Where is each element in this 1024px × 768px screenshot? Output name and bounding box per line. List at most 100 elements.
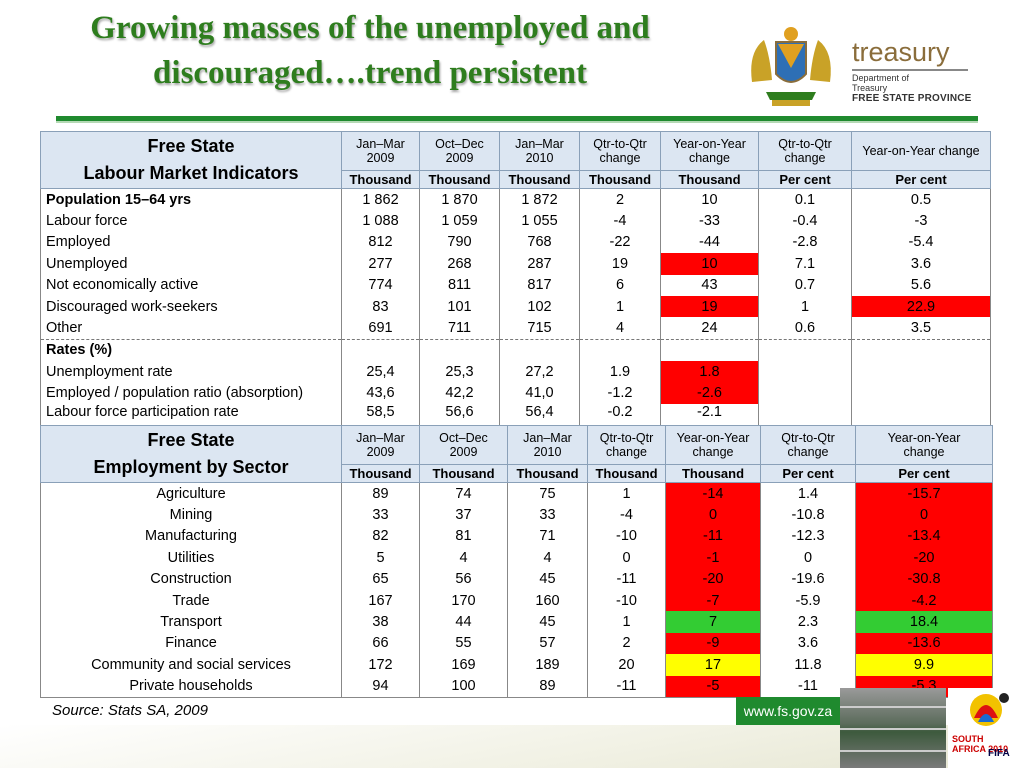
- table-cell: 65: [341, 568, 420, 590]
- table-cell: 20: [587, 654, 666, 676]
- table-cell: 5.6: [851, 274, 991, 296]
- row-label: Employed / population ratio (absorption): [40, 382, 342, 404]
- table-cell: 100: [419, 675, 508, 698]
- table2-header-col1: Jan–Mar 2009: [341, 425, 420, 465]
- table-cell: -12.3: [760, 525, 856, 548]
- table-cell-highlight: 7: [665, 611, 761, 633]
- row-label: Trade: [40, 589, 342, 612]
- table-cell: 1 870: [419, 188, 500, 211]
- table-cell: [758, 403, 852, 426]
- table-cell: 170: [419, 589, 508, 612]
- fifa-label: FIFA: [988, 748, 1010, 759]
- table1-unit: Thousand: [660, 170, 759, 189]
- table-cell: 189: [507, 654, 588, 676]
- table-cell: 3.5: [851, 317, 991, 340]
- table-cell: 3.6: [851, 253, 991, 275]
- table-cell: 43: [660, 274, 759, 296]
- table-cell: -19.6: [760, 568, 856, 590]
- table-cell: 1 088: [341, 210, 420, 232]
- row-label: Not economically active: [40, 274, 342, 296]
- row-label: Community and social services: [40, 654, 342, 676]
- table-cell: 56: [419, 568, 508, 590]
- table-cell: -11: [760, 675, 856, 698]
- table1-unit: Thousand: [499, 170, 580, 189]
- table-cell: 1 862: [341, 188, 420, 211]
- table1-header-col1: Jan–Mar 2009: [341, 131, 420, 171]
- table1-header-col7: Year-on-Year change: [851, 131, 991, 171]
- table2-unit: Per cent: [855, 464, 993, 483]
- table1-header-col2: Oct–Dec 2009: [419, 131, 500, 171]
- table-cell: -5.9: [760, 589, 856, 612]
- stadium-image: [840, 688, 946, 768]
- row-label: Mining: [40, 504, 342, 526]
- row-label: Utilities: [40, 547, 342, 569]
- table-cell: 2: [579, 188, 661, 211]
- table-cell: [851, 361, 991, 383]
- table-cell: 172: [341, 654, 420, 676]
- table-cell-highlight: 0: [855, 504, 993, 526]
- table-cell: 19: [579, 253, 661, 275]
- title-underline-shadow: [56, 121, 978, 123]
- table-cell-highlight: -20: [665, 568, 761, 590]
- table-cell: 33: [341, 504, 420, 526]
- slide-title: Growing masses of the unemployed and dis…: [0, 6, 740, 96]
- table-cell: 1: [587, 482, 666, 505]
- coat-of-arms-icon: [751, 27, 831, 106]
- table-cell: -2.8: [758, 231, 852, 254]
- table2-header-col6: Qtr-to-Qtr change: [760, 425, 856, 465]
- table-cell: 4: [507, 547, 588, 569]
- table2-unit: Thousand: [587, 464, 666, 483]
- table1-header-col6: Qtr-to-Qtr change: [758, 131, 852, 171]
- table-cell: 277: [341, 253, 420, 275]
- table-cell: 0: [587, 547, 666, 569]
- table-cell: 0.5: [851, 188, 991, 211]
- table-row: Unemployment rate 25,4 25,3 27,2 1.9 1.8: [40, 361, 991, 383]
- logo-rule: [852, 69, 968, 71]
- website-link[interactable]: www.fs.gov.za: [736, 697, 840, 725]
- table1-header-col5: Year-on-Year change: [660, 131, 759, 171]
- table-cell: 102: [499, 295, 580, 318]
- table-cell: -10: [587, 589, 666, 612]
- table-cell: 2: [587, 632, 666, 655]
- table-cell: [758, 382, 852, 404]
- table-cell-highlight: -14: [665, 482, 761, 505]
- row-label: Labour force participation rate: [40, 403, 342, 426]
- table-cell-highlight: -2.6: [660, 382, 759, 404]
- table-cell: 4: [579, 317, 661, 340]
- employment-by-sector-table: Free State Employment by Sector Jan–Mar 2…: [40, 425, 993, 698]
- table-cell: 33: [507, 504, 588, 526]
- table-cell: 45: [507, 611, 588, 633]
- row-label: Other: [40, 317, 342, 340]
- table-cell-highlight: -13.6: [855, 632, 993, 655]
- labour-market-table: Free State Labour Market Indicators Jan–…: [40, 131, 991, 426]
- table-cell-highlight: 0: [665, 504, 761, 526]
- table-cell: 1: [758, 295, 852, 318]
- treasury-logo: treasury Department of Treasury FREE STA…: [852, 38, 972, 104]
- table-cell: 715: [499, 317, 580, 340]
- table1-unit: Thousand: [579, 170, 661, 189]
- table-cell-highlight: 10: [660, 253, 759, 275]
- table-row: Labour force participation rate 58,5 56,…: [40, 403, 991, 426]
- source-note: Source: Stats SA, 2009: [52, 702, 208, 719]
- table-cell: 0.1: [758, 188, 852, 211]
- table-cell-highlight: -7: [665, 589, 761, 612]
- table-row: Other 691 711 715 4 24 0.6 3.5: [40, 317, 991, 340]
- table-row: Trade 167 170 160 -10 -7 -5.9 -4.2: [40, 589, 993, 612]
- slide-title-line1: Growing masses of the unemployed and: [90, 10, 650, 46]
- row-label: Population 15–64 yrs: [40, 188, 342, 211]
- table1-unit: Thousand: [341, 170, 420, 189]
- table-cell: 89: [341, 482, 420, 505]
- table-cell: 25,3: [419, 361, 500, 383]
- table-cell: 74: [419, 482, 508, 505]
- table-cell: 5: [341, 547, 420, 569]
- table-row: Rates (%): [40, 338, 991, 362]
- table-cell: 768: [499, 231, 580, 254]
- row-label: Unemployed: [40, 253, 342, 275]
- table-cell: -11: [587, 568, 666, 590]
- table-cell-highlight: -9: [665, 632, 761, 655]
- table-cell: [851, 382, 991, 404]
- table1-title: Free State Labour Market Indicators: [40, 131, 342, 189]
- table-cell: -11: [587, 675, 666, 698]
- table-cell: 1 872: [499, 188, 580, 211]
- table-cell-highlight: -13.4: [855, 525, 993, 548]
